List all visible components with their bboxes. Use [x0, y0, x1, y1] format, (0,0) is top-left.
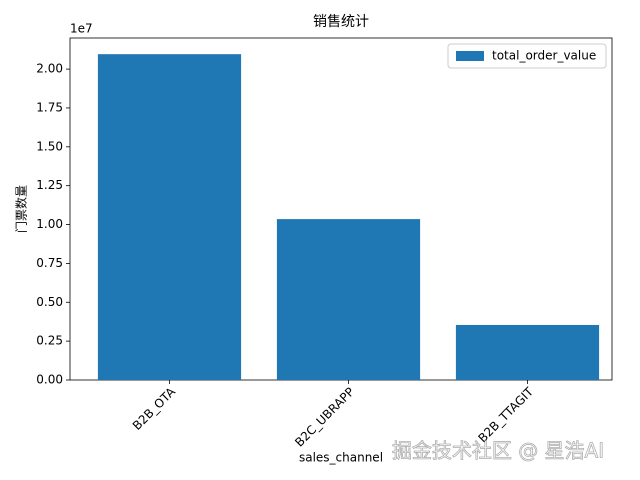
- y-tick-label: 2.00: [36, 62, 63, 76]
- legend-swatch: [456, 51, 484, 61]
- x-tick-label: B2B_TTAGIT: [475, 384, 536, 445]
- y-tick-label: 1.00: [36, 217, 63, 231]
- x-axis-label: sales_channel: [299, 451, 383, 465]
- watermark: 掘金技术社区 @ 星浩AI: [392, 439, 604, 463]
- x-tick-label: B2B_OTA: [130, 384, 179, 433]
- y-tick-label: 0.50: [36, 295, 63, 309]
- bar: [455, 324, 600, 380]
- y-tick-label: 0.75: [36, 256, 63, 270]
- y-offset-label: 1e7: [70, 22, 93, 36]
- y-tick-label: 1.25: [36, 178, 63, 192]
- y-tick-label: 1.75: [36, 100, 63, 114]
- chart-title: 销售统计: [313, 14, 369, 30]
- bar: [97, 54, 242, 381]
- legend-box: [447, 43, 607, 69]
- y-tick-label: 0.25: [36, 334, 63, 348]
- legend-label: total_order_value: [492, 49, 596, 63]
- y-tick-label: 0.00: [36, 373, 63, 387]
- y-tick-label: 1.50: [36, 139, 63, 153]
- bar: [276, 219, 421, 380]
- x-tick-label: B2C_UBRAPP: [292, 385, 357, 450]
- y-axis-label: 门票数量: [14, 185, 29, 233]
